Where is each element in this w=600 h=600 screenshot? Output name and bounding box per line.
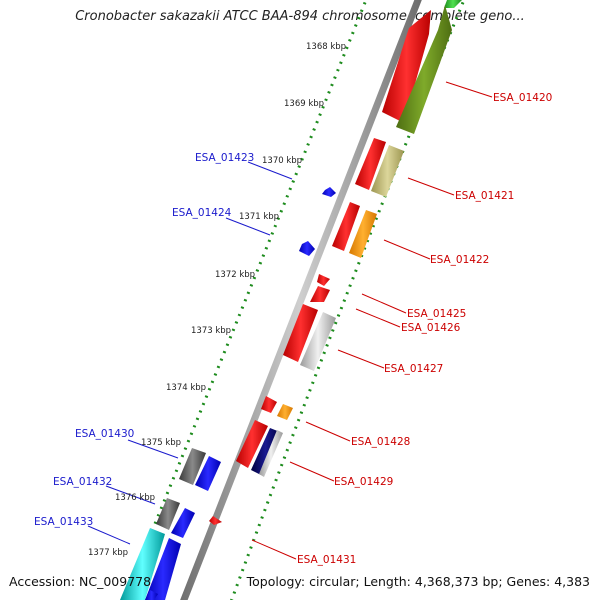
gene-feature[interactable] [236, 420, 268, 468]
gene-feature[interactable] [145, 590, 158, 600]
leader-line [225, 217, 271, 236]
kbp-tick-label: 1377 kbp [88, 548, 128, 558]
leader-line [383, 239, 431, 260]
gene-feature[interactable] [261, 396, 277, 413]
gene-feature[interactable] [171, 508, 195, 538]
leader-line [361, 293, 407, 314]
gene-feature[interactable] [251, 428, 280, 475]
gene-feature[interactable] [277, 404, 293, 420]
leader-line [127, 439, 179, 459]
leader-line [247, 161, 293, 180]
leader-line [251, 539, 297, 560]
gene-label[interactable]: ESA_01433 [34, 516, 93, 528]
gene-feature[interactable] [310, 286, 330, 302]
topology-text: Topology: circular; Length: 4,368,373 bp… [246, 574, 590, 589]
kbp-tick-label: 1369 kbp [284, 99, 324, 109]
gene-feature[interactable] [259, 430, 283, 477]
gene-feature[interactable] [300, 312, 336, 371]
kbp-tick-label: 1371 kbp [239, 212, 279, 222]
leader-line [407, 177, 455, 196]
gene-feature[interactable] [156, 498, 180, 530]
gene-feature[interactable] [317, 274, 330, 286]
leader-line [445, 81, 493, 98]
kbp-tick-label: 1376 kbp [115, 493, 155, 503]
gene-label[interactable]: ESA_01428 [351, 436, 410, 448]
gene-feature[interactable] [322, 187, 336, 197]
leader-line [305, 421, 351, 442]
kbp-tick-label: 1372 kbp [215, 270, 255, 280]
leader-line [355, 308, 401, 328]
gene-label[interactable]: ESA_01421 [455, 190, 514, 202]
gene-label[interactable]: ESA_01431 [297, 554, 356, 566]
gene-feature[interactable] [332, 202, 360, 251]
gene-label[interactable]: ESA_01430 [75, 428, 134, 440]
gene-label[interactable]: ESA_01420 [493, 92, 552, 104]
leader-line [87, 525, 131, 545]
gene-feature[interactable] [299, 241, 315, 256]
gene-label[interactable]: ESA_01426 [401, 322, 461, 334]
inner-tick-ring [122, 0, 368, 600]
leader-line [289, 461, 335, 482]
gene-label[interactable]: ESA_01423 [195, 152, 254, 164]
gene-feature[interactable] [355, 138, 386, 190]
gene-label[interactable]: ESA_01429 [334, 476, 393, 488]
gene-feature[interactable] [283, 304, 318, 362]
gene-label[interactable]: ESA_01422 [430, 254, 489, 266]
kbp-tick-label: 1368 kbp [306, 42, 346, 52]
kbp-tick-label: 1374 kbp [166, 383, 206, 393]
kbp-tick-label: 1375 kbp [141, 438, 181, 448]
outer-tick-ring [230, 0, 466, 600]
gene-feature[interactable] [179, 448, 206, 485]
gene-label[interactable]: ESA_01432 [53, 476, 112, 488]
gene-label[interactable]: ESA_01424 [172, 207, 232, 219]
kbp-tick-label: 1373 kbp [191, 326, 231, 336]
accession-text: Accession: NC_009778 [9, 574, 152, 589]
leader-line [105, 485, 156, 505]
gene-label[interactable]: ESA_01425 [407, 308, 466, 320]
kbp-tick-label: 1370 kbp [262, 156, 302, 166]
gene-feature[interactable] [120, 528, 165, 600]
gene-feature[interactable] [396, 5, 452, 134]
gene-feature[interactable] [145, 538, 181, 600]
gene-feature[interactable] [382, 10, 431, 123]
gene-label[interactable]: ESA_01427 [384, 363, 443, 375]
leader-line [337, 349, 385, 369]
gene-feature[interactable] [209, 516, 222, 525]
gene-feature[interactable] [349, 210, 377, 258]
gene-feature[interactable] [444, 0, 462, 8]
genome-backbone [180, 0, 422, 600]
gene-feature[interactable] [195, 456, 221, 491]
gene-feature[interactable] [371, 145, 404, 197]
